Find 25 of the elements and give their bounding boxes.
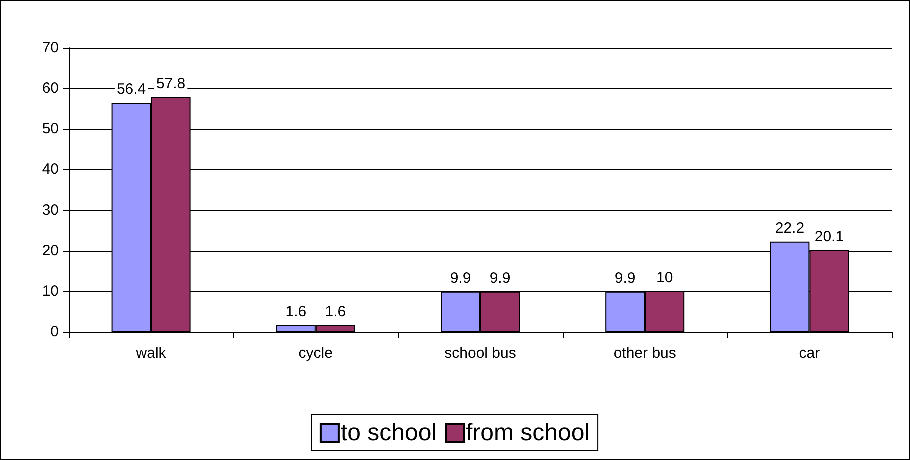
- data-label: 9.9: [614, 270, 636, 287]
- data-label: 1.6: [286, 304, 307, 321]
- data-label: 20.1: [814, 228, 844, 246]
- y-tick-label: 70: [42, 40, 59, 56]
- y-tick-label: 60: [42, 80, 59, 98]
- data-label: 57.8: [156, 75, 186, 92]
- y-tick-label: 20: [42, 242, 59, 260]
- x-tick-label: school bus: [444, 345, 516, 362]
- x-tick-label: walk: [135, 345, 167, 362]
- x-tick-label: car: [799, 345, 820, 362]
- y-tick-label: 0: [50, 324, 59, 340]
- y-tick-label: 50: [42, 120, 59, 138]
- data-label: 10: [656, 269, 674, 286]
- data-label: 1.6: [325, 304, 346, 321]
- x-tick-label: other bus: [614, 345, 676, 362]
- data-label: 22.2: [775, 220, 805, 237]
- y-tick-label: 30: [42, 202, 59, 219]
- data-label: 9.9: [450, 270, 472, 287]
- legend-label: from school: [466, 420, 590, 446]
- y-tick-label: 40: [42, 161, 59, 178]
- legend-label: to school: [340, 420, 438, 446]
- data-label: 56.4: [116, 81, 146, 98]
- x-tick-label: cycle: [298, 345, 333, 362]
- y-tick-label: 10: [42, 282, 59, 300]
- data-label: 9.9: [490, 270, 511, 287]
